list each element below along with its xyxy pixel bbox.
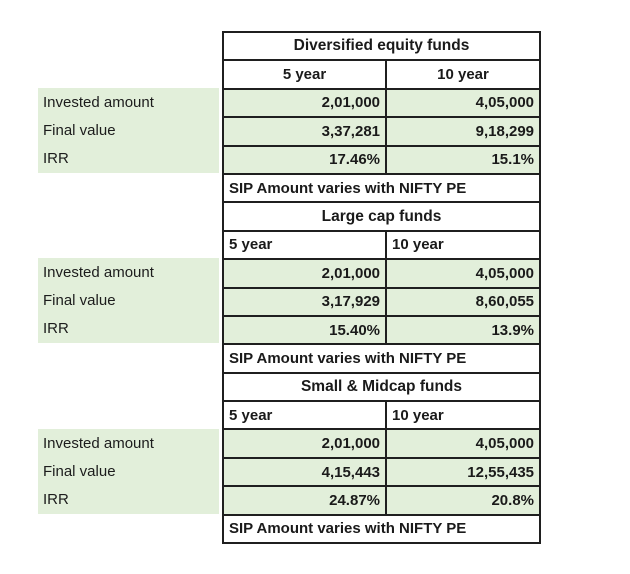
row-label-irr: IRR — [43, 150, 69, 168]
table-row: Small & Midcap funds — [221, 371, 542, 403]
row-labels-block-smallmidcap: Invested amount Final value IRR — [38, 429, 219, 514]
col-header-10-year: 10 year — [384, 229, 542, 261]
row-label-invested-amount: Invested amount — [43, 434, 154, 452]
table-row: SIP Amount varies with NIFTY PE — [221, 172, 542, 204]
cell-largecap-finalvalue-5yr: 3,17,929 — [222, 286, 387, 317]
table-row: 3,17,929 8,60,055 — [222, 286, 542, 317]
table-row: 17.46% 15.1% — [222, 144, 542, 175]
cell-largecap-finalvalue-10yr: 8,60,055 — [384, 286, 542, 317]
section-title-largecap: Large cap funds — [221, 201, 542, 232]
col-header-5-year: 5 year — [222, 400, 387, 431]
row-label-final-value: Final value — [43, 291, 116, 309]
table-grid: Diversified equity funds 5 year 10 year … — [221, 30, 542, 545]
row-label-irr: IRR — [43, 491, 69, 509]
cell-smallmidcap-irr-10yr: 20.8% — [384, 485, 542, 516]
table-row: 2,01,000 4,05,000 — [222, 87, 542, 119]
cell-smallmidcap-invested-10yr: 4,05,000 — [384, 428, 542, 459]
section-title-diversified: Diversified equity funds — [221, 30, 542, 62]
row-label-final-value: Final value — [43, 462, 116, 480]
section-title-smallmidcap: Small & Midcap funds — [221, 371, 542, 403]
row-labels-block-diversified: Invested amount Final value IRR — [38, 88, 219, 173]
table-row: 24.87% 20.8% — [222, 485, 542, 516]
table-row: 5 year 10 year — [222, 59, 542, 90]
footnote-sip-diversified: SIP Amount varies with NIFTY PE — [221, 172, 542, 204]
col-header-5-year: 5 year — [222, 229, 387, 261]
col-header-10-year: 10 year — [384, 400, 542, 431]
cell-smallmidcap-irr-5yr: 24.87% — [222, 485, 387, 516]
col-header-10-year: 10 year — [384, 59, 542, 90]
cell-diversified-irr-5yr: 17.46% — [222, 144, 387, 175]
table-row: Diversified equity funds — [221, 30, 542, 62]
table-row: 3,37,281 9,18,299 — [222, 116, 542, 147]
funds-comparison-table: Diversified equity funds 5 year 10 year … — [221, 30, 542, 545]
col-header-5-year: 5 year — [222, 59, 387, 90]
table-row: 5 year 10 year — [222, 400, 542, 431]
table-row: SIP Amount varies with NIFTY PE — [221, 343, 542, 374]
cell-diversified-finalvalue-5yr: 3,37,281 — [222, 116, 387, 147]
table-row: 15.40% 13.9% — [222, 314, 542, 346]
table-row: SIP Amount varies with NIFTY PE — [221, 513, 542, 545]
cell-diversified-invested-5yr: 2,01,000 — [222, 87, 387, 119]
row-labels-block-largecap: Invested amount Final value IRR — [38, 258, 219, 343]
footnote-sip-largecap: SIP Amount varies with NIFTY PE — [221, 343, 542, 374]
cell-smallmidcap-finalvalue-5yr: 4,15,443 — [222, 456, 387, 488]
table-row: 2,01,000 4,05,000 — [222, 428, 542, 459]
cell-smallmidcap-finalvalue-10yr: 12,55,435 — [384, 456, 542, 488]
cell-largecap-invested-5yr: 2,01,000 — [222, 258, 387, 289]
table-row: 5 year 10 year — [222, 229, 542, 261]
cell-largecap-invested-10yr: 4,05,000 — [384, 258, 542, 289]
row-label-final-value: Final value — [43, 121, 116, 139]
row-label-irr: IRR — [43, 320, 69, 338]
row-label-invested-amount: Invested amount — [43, 263, 154, 281]
cell-smallmidcap-invested-5yr: 2,01,000 — [222, 428, 387, 459]
cell-largecap-irr-10yr: 13.9% — [384, 314, 542, 346]
cell-diversified-irr-10yr: 15.1% — [384, 144, 542, 175]
footnote-sip-smallmidcap: SIP Amount varies with NIFTY PE — [221, 513, 542, 545]
table-row: 4,15,443 12,55,435 — [222, 456, 542, 488]
row-label-invested-amount: Invested amount — [43, 93, 154, 111]
table-row: 2,01,000 4,05,000 — [222, 258, 542, 289]
cell-diversified-finalvalue-10yr: 9,18,299 — [384, 116, 542, 147]
table-row: Large cap funds — [221, 201, 542, 232]
cell-diversified-invested-10yr: 4,05,000 — [384, 87, 542, 119]
cell-largecap-irr-5yr: 15.40% — [222, 314, 387, 346]
